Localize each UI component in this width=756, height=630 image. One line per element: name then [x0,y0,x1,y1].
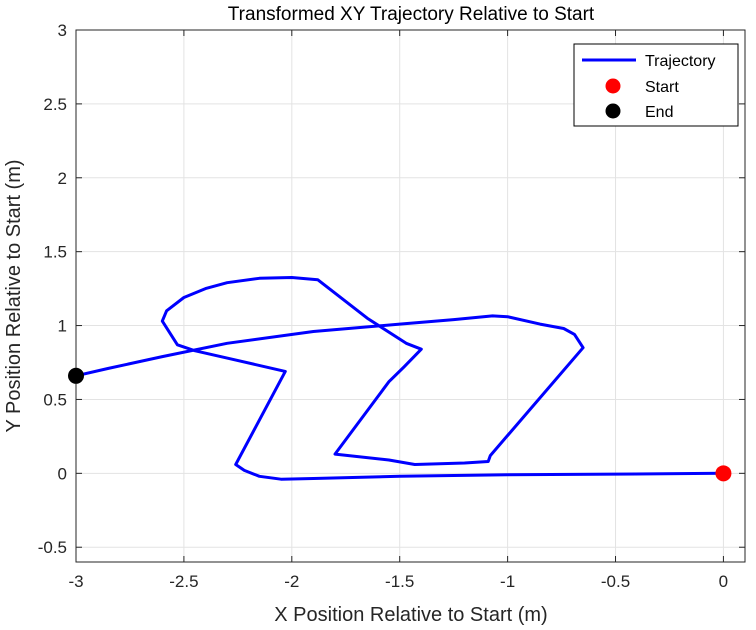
data-layer [68,276,732,482]
y-tick-label: 0.5 [43,390,67,409]
end-point [68,367,84,384]
x-tick-label: 0 [719,572,728,591]
chart-title: Transformed XY Trajectory Relative to St… [228,4,595,25]
trajectory-line [74,276,725,481]
y-tick-label: 1.5 [43,243,67,262]
legend-trajectory-label: Trajectory [645,53,716,70]
plot-frame [75,29,746,563]
y-tick-label: 3 [58,21,67,40]
x-tick-label: -0.5 [601,572,630,591]
x-tick-label: -1.5 [385,572,414,591]
x-tick-label: -2 [284,572,299,591]
y-axis-label: Y Position Relative to Start (m) [3,159,25,432]
legend-end-label: End [645,104,673,121]
y-tick-label: -0.5 [38,538,67,557]
y-tick-label: 2 [58,169,67,188]
x-tick-label: -3 [68,572,83,591]
legend: Trajectory Start End [573,43,739,127]
x-tick-label: -2.5 [169,572,198,591]
x-axis-label: X Position Relative to Start (m) [274,604,547,626]
y-tick-label: 2.5 [43,95,67,114]
legend-box [573,43,739,127]
y-tick-label: 0 [58,464,67,483]
x-tick-label: -1 [500,572,515,591]
legend-start-marker [605,78,621,94]
legend-start-label: Start [645,79,679,96]
start-point [715,465,732,482]
y-tick-label: 1 [58,317,67,336]
legend-end-marker [605,103,621,119]
